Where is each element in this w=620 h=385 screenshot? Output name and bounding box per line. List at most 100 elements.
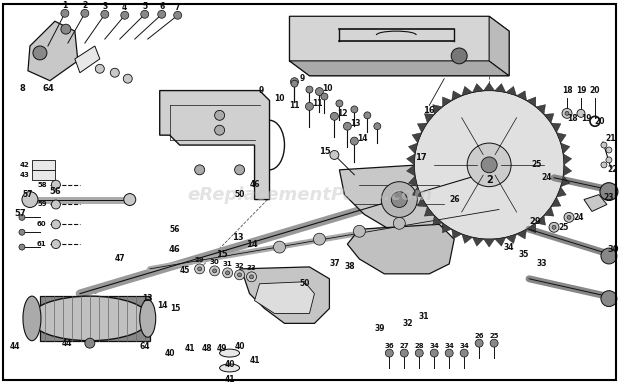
Text: eReplacementParts.com: eReplacementParts.com — [187, 186, 432, 204]
Circle shape — [601, 142, 607, 148]
Circle shape — [61, 9, 69, 17]
Polygon shape — [32, 160, 55, 170]
Text: 13: 13 — [350, 119, 361, 128]
Text: 11: 11 — [289, 101, 299, 110]
Text: 34: 34 — [459, 343, 469, 349]
Polygon shape — [551, 123, 561, 133]
Text: 33: 33 — [247, 265, 257, 271]
Polygon shape — [28, 21, 78, 81]
Text: 16: 16 — [423, 106, 435, 115]
Text: 40: 40 — [224, 360, 235, 370]
Circle shape — [306, 102, 314, 110]
Text: 14: 14 — [157, 301, 168, 310]
Circle shape — [81, 9, 89, 17]
Polygon shape — [563, 165, 572, 176]
Circle shape — [101, 10, 108, 18]
Circle shape — [19, 214, 25, 220]
Circle shape — [391, 192, 407, 208]
Text: 13: 13 — [232, 233, 244, 242]
Polygon shape — [526, 97, 536, 107]
Polygon shape — [75, 46, 100, 73]
Text: 47: 47 — [115, 254, 125, 263]
Polygon shape — [424, 114, 434, 123]
Text: 12: 12 — [337, 109, 348, 118]
Text: 22: 22 — [608, 165, 618, 174]
Text: 50: 50 — [234, 190, 245, 199]
Circle shape — [306, 86, 313, 93]
Text: 21: 21 — [606, 134, 616, 142]
Polygon shape — [484, 239, 495, 247]
Text: 4: 4 — [122, 3, 127, 12]
Polygon shape — [433, 215, 443, 225]
Circle shape — [234, 270, 244, 280]
Polygon shape — [407, 165, 415, 176]
Circle shape — [174, 11, 182, 19]
Text: 60: 60 — [37, 221, 46, 227]
Text: 41: 41 — [184, 344, 195, 353]
Circle shape — [600, 183, 618, 201]
Circle shape — [451, 48, 467, 64]
Circle shape — [198, 267, 202, 271]
Polygon shape — [239, 267, 329, 323]
Text: 1: 1 — [62, 1, 68, 10]
Circle shape — [210, 266, 219, 276]
Circle shape — [321, 93, 328, 100]
Circle shape — [124, 194, 136, 206]
Text: 29: 29 — [529, 217, 541, 226]
Polygon shape — [407, 154, 415, 165]
Text: 25: 25 — [489, 333, 499, 339]
Circle shape — [19, 244, 25, 250]
Text: 19: 19 — [576, 86, 587, 95]
Circle shape — [110, 68, 119, 77]
Polygon shape — [551, 197, 561, 207]
Polygon shape — [443, 223, 452, 233]
Polygon shape — [409, 176, 418, 187]
Circle shape — [467, 143, 511, 187]
Ellipse shape — [140, 300, 156, 337]
Circle shape — [415, 349, 423, 357]
Circle shape — [374, 123, 381, 130]
Text: 56: 56 — [169, 225, 180, 234]
Ellipse shape — [30, 296, 150, 341]
Circle shape — [51, 220, 60, 229]
Text: 43: 43 — [20, 172, 30, 178]
Text: 13: 13 — [143, 294, 153, 303]
Ellipse shape — [23, 296, 41, 341]
Circle shape — [223, 268, 232, 278]
Text: 30: 30 — [210, 259, 219, 265]
Ellipse shape — [219, 364, 239, 372]
Polygon shape — [452, 229, 462, 239]
Polygon shape — [526, 223, 536, 233]
Polygon shape — [452, 91, 462, 100]
Text: 45: 45 — [179, 266, 190, 275]
Text: 25: 25 — [559, 223, 569, 232]
Polygon shape — [160, 90, 270, 199]
Circle shape — [51, 240, 60, 249]
Text: 6: 6 — [159, 2, 164, 11]
Text: 24: 24 — [574, 213, 584, 222]
Circle shape — [61, 24, 71, 34]
Circle shape — [215, 110, 224, 120]
Text: 40: 40 — [234, 341, 245, 351]
Text: 10: 10 — [322, 84, 333, 93]
Polygon shape — [516, 91, 526, 100]
Circle shape — [351, 106, 358, 113]
Circle shape — [430, 349, 438, 357]
Circle shape — [343, 122, 352, 130]
Text: 15: 15 — [170, 304, 181, 313]
Circle shape — [247, 272, 257, 282]
Polygon shape — [563, 154, 572, 165]
Circle shape — [291, 78, 298, 85]
Polygon shape — [506, 86, 516, 96]
Text: 36: 36 — [384, 343, 394, 349]
Polygon shape — [443, 97, 452, 107]
Circle shape — [195, 165, 205, 175]
Text: 32: 32 — [235, 263, 244, 269]
Polygon shape — [347, 224, 454, 274]
Circle shape — [460, 349, 468, 357]
Text: 49: 49 — [216, 344, 227, 353]
Text: 31: 31 — [223, 261, 232, 267]
Text: 37: 37 — [329, 259, 340, 268]
Circle shape — [250, 275, 254, 279]
Circle shape — [364, 112, 371, 119]
